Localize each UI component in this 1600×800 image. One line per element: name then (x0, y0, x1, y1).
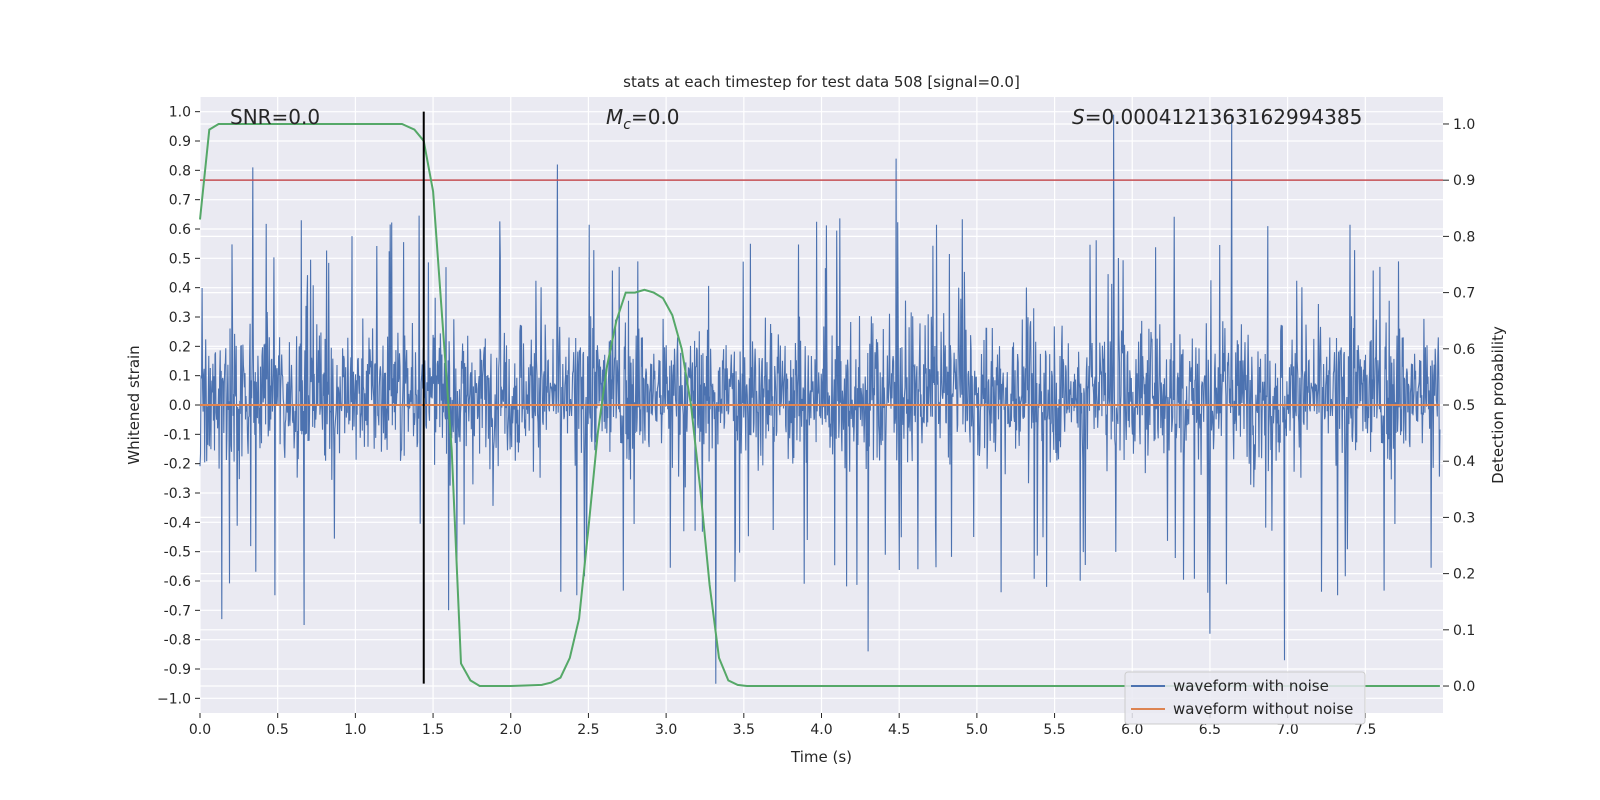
legend-box (1124, 671, 1366, 725)
x-tick-label: 7.0 (1276, 722, 1298, 738)
x-tick-label: 3.5 (733, 722, 755, 738)
left-tick-label: -0.4 (164, 515, 191, 531)
mc-annotation: Mc=0.0 (606, 105, 680, 133)
right-axis-ticks: 1.0 0.9 0.8 0.7 0.6 0.5 0.4 0.3 0.2 0.1 0.0 (1443, 117, 1475, 695)
x-axis-label: Time (s) (790, 748, 852, 766)
x-tick-label: 2.0 (500, 722, 522, 738)
mc-subscript: c (623, 117, 631, 133)
x-tick-label: 4.0 (810, 722, 832, 738)
left-tick-label: 0.4 (169, 281, 191, 297)
x-tick-label: 6.5 (1199, 722, 1221, 738)
left-tick-label: 0.3 (169, 310, 191, 326)
left-tick-label: 0.5 (169, 251, 191, 267)
left-tick-label: -0.5 (164, 545, 191, 561)
x-tick-label: 2.5 (577, 722, 599, 738)
right-tick-label: 0.7 (1453, 286, 1475, 302)
left-tick-label: 0.1 (169, 369, 191, 385)
x-tick-label: 5.0 (966, 722, 988, 738)
left-tick-label: -0.2 (164, 457, 191, 473)
legend: waveform with noise waveform without noi… (1124, 671, 1366, 725)
s-symbol: S (1072, 105, 1085, 129)
left-tick-label: -0.9 (164, 662, 191, 678)
right-tick-label: 0.5 (1453, 398, 1475, 414)
chart-title: stats at each timestep for test data 508… (623, 73, 1020, 91)
left-tick-label: 0.0 (169, 398, 191, 414)
x-tick-label: 4.5 (888, 722, 910, 738)
left-tick-label: -0.1 (164, 427, 191, 443)
x-tick-label: 0.0 (189, 722, 211, 738)
right-tick-label: 0.1 (1453, 623, 1475, 639)
left-tick-label: 0.9 (169, 134, 191, 150)
right-tick-label: 0.2 (1453, 567, 1475, 583)
left-axis-ticks: 1.0 0.9 0.8 0.7 0.6 0.5 0.4 0.3 0.2 0.1 0.0 -0.1 -0.… (157, 105, 200, 707)
series-waveform-with-noise (199, 114, 1441, 684)
left-tick-label: 0.7 (169, 193, 191, 209)
s-annotation: S=0.0004121363162994385 (1072, 105, 1362, 129)
mc-value: =0.0 (631, 105, 680, 129)
left-tick-label: 1.0 (169, 105, 191, 121)
legend-label-clean: waveform without noise (1173, 700, 1353, 718)
left-tick-label: -0.8 (164, 633, 191, 649)
y-axis-label: Whitened strain (125, 345, 143, 464)
right-tick-label: 0.4 (1453, 454, 1475, 470)
series-detection-probability (199, 123, 1440, 687)
mc-symbol: M (606, 105, 623, 129)
right-tick-label: 0.6 (1453, 342, 1475, 358)
x-tick-label: 5.5 (1043, 722, 1065, 738)
left-tick-label: -0.6 (164, 574, 191, 590)
right-tick-label: 0.8 (1453, 229, 1475, 245)
right-tick-label: 1.0 (1453, 117, 1475, 133)
series-layer (199, 111, 1443, 687)
x-tick-label: 0.5 (267, 722, 289, 738)
x-tick-label: 1.5 (422, 722, 444, 738)
right-tick-label: 0.0 (1453, 679, 1475, 695)
right-tick-label: 0.9 (1453, 173, 1475, 189)
left-tick-label: 0.6 (169, 222, 191, 238)
y2-axis-label: Detection probability (1489, 326, 1507, 484)
left-tick-label: -0.7 (164, 603, 191, 619)
left-tick-label: 0.2 (169, 339, 191, 355)
snr-annotation: SNR=0.0 (230, 105, 320, 129)
x-tick-label: 3.0 (655, 722, 677, 738)
legend-label-noise: waveform with noise (1173, 677, 1329, 695)
right-tick-label: 0.3 (1453, 510, 1475, 526)
x-tick-label: 7.5 (1354, 722, 1376, 738)
left-tick-label: 0.8 (169, 163, 191, 179)
left-tick-label: -0.3 (164, 486, 191, 502)
left-tick-label: −1.0 (157, 691, 191, 707)
x-tick-label: 1.0 (344, 722, 366, 738)
x-tick-label: 6.0 (1121, 722, 1143, 738)
s-value: =0.0004121363162994385 (1085, 105, 1363, 129)
